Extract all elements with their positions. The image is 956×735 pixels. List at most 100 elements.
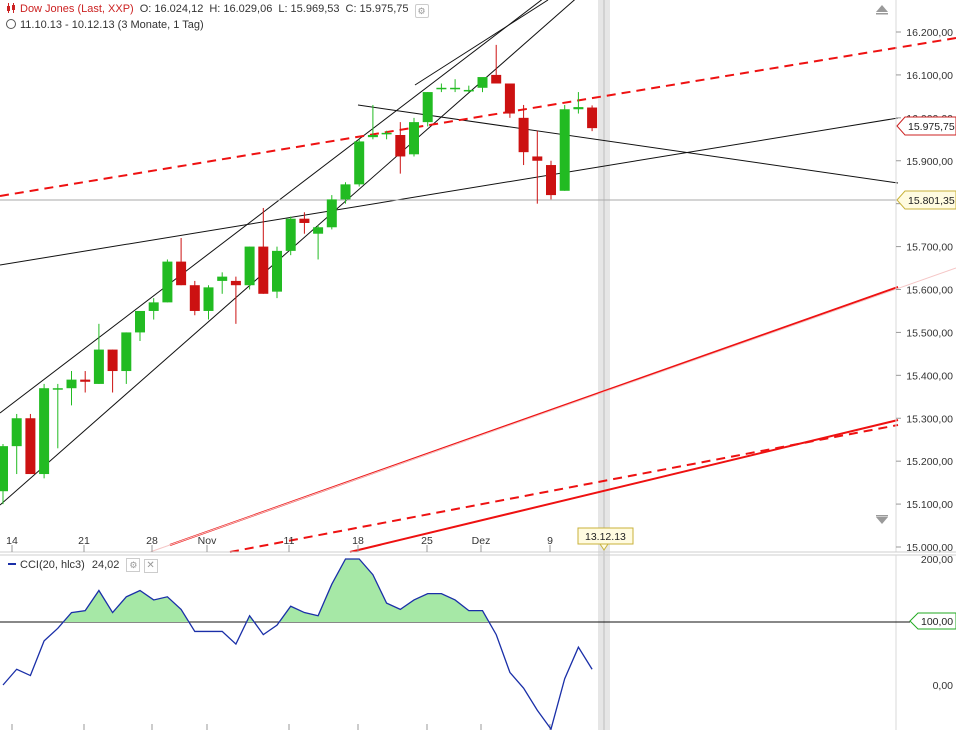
trendline	[0, 117, 899, 266]
clock-icon	[6, 19, 16, 29]
cci-pane: 200,00 0,00	[0, 554, 956, 731]
trendline	[0, 0, 543, 414]
time-tick-label: 28	[146, 535, 158, 547]
time-tick-label: 25	[421, 535, 433, 547]
candle-body	[450, 87, 461, 90]
price-tick-label: 15.600,00	[906, 285, 953, 297]
trendline	[149, 267, 956, 553]
cci-line	[2, 558, 593, 731]
cursor-date-tag: 13.12.13	[577, 527, 634, 551]
candle-body	[107, 349, 118, 372]
candle-body	[436, 87, 447, 90]
trendline	[357, 104, 899, 184]
candle-body	[244, 246, 255, 286]
trendlines	[0, 0, 956, 553]
candle-body	[80, 379, 91, 382]
trendline	[229, 424, 899, 553]
price-tick-label: 15.700,00	[906, 242, 953, 254]
candle-body	[189, 285, 200, 311]
range-row: 11.10.13 - 10.12.13 (3 Monate, 1 Tag)	[6, 19, 210, 31]
time-tick-label: 11	[284, 535, 295, 547]
candle-body	[272, 250, 282, 292]
time-tick-label: Nov	[198, 535, 217, 547]
candle-body	[135, 310, 145, 333]
price-axis: 15.000,00 15.100,00 15.200,00 15.300,00 15.4…	[0, 0, 956, 554]
trendline	[0, 37, 956, 197]
time-tick-label: 14	[6, 535, 18, 547]
cci-label: CCI(20, hlc3)	[20, 559, 85, 571]
candle-body	[422, 92, 433, 123]
price-tick-label: 15.300,00	[906, 413, 953, 425]
last-price-label: 15.975,75	[908, 121, 955, 133]
low-value: L: 15.969,53	[278, 3, 340, 15]
settings-icon[interactable]: ⚙	[414, 4, 429, 18]
candle-body	[313, 227, 324, 234]
candle-body	[587, 107, 598, 129]
candle-body	[395, 135, 406, 157]
candle-body	[203, 287, 214, 311]
candle-body	[285, 218, 296, 251]
hline-price-label: 15.801,35	[908, 195, 955, 207]
price-tick-label: 15.400,00	[906, 370, 953, 382]
candle-body	[0, 446, 8, 492]
candle-body	[176, 261, 187, 286]
candle-body	[532, 156, 543, 161]
candle-body	[573, 107, 584, 110]
candle-body	[367, 135, 378, 138]
candle-body	[409, 122, 419, 155]
candle-body	[39, 388, 50, 475]
candle-body	[340, 184, 351, 200]
candle-body	[162, 261, 173, 303]
candle-body	[463, 89, 474, 92]
cci-legend-icon	[8, 563, 16, 565]
close-value: C: 15.975,75	[345, 3, 409, 15]
price-tick-label: 15.500,00	[906, 327, 953, 339]
chart-header: Dow Jones (Last, XXP) O: 16.024,12 H: 16.0…	[6, 3, 435, 18]
price-tick-label: 15.200,00	[906, 456, 953, 468]
scroll-up-icon[interactable]	[876, 5, 888, 12]
candle-body	[491, 74, 502, 84]
candle-body	[230, 280, 241, 286]
candle-body	[381, 132, 392, 135]
time-tick-label: 9	[547, 535, 553, 547]
instrument-title: Dow Jones (Last, XXP)	[20, 3, 134, 15]
candle-body	[546, 165, 556, 196]
date-range: 11.10.13 - 10.12.13 (3 Monate, 1 Tag)	[20, 19, 204, 31]
candle-body	[217, 276, 228, 281]
cci-level-tag: 100,00	[909, 612, 956, 630]
candle-body	[504, 83, 515, 114]
cci-overbought-fill	[63, 559, 489, 622]
scroll-down-icon[interactable]	[876, 517, 888, 524]
candle-body	[93, 349, 104, 384]
cci-close-icon[interactable]: ✕	[143, 559, 158, 573]
candle-body	[258, 246, 269, 294]
candle-body	[148, 302, 159, 311]
cci-tick-label: 0,00	[933, 680, 954, 692]
candle-body	[354, 141, 365, 185]
cci-tick-label: 200,00	[921, 554, 953, 566]
hline-price-tag: 15.801,35	[896, 190, 956, 210]
candle-body	[11, 418, 22, 447]
candle-body	[326, 199, 337, 228]
candle-body	[477, 77, 488, 88]
time-axis: 14 21 28 Nov 11 18 25 Dez 9	[6, 535, 553, 552]
candle-body	[559, 109, 570, 191]
price-tick-label: 15.000,00	[906, 542, 953, 554]
price-tick-label: 15.100,00	[906, 499, 953, 511]
candle-body	[66, 379, 77, 389]
candle-body	[518, 117, 529, 153]
candle-body	[52, 388, 63, 390]
trendline	[414, 0, 549, 86]
candle-icon	[6, 3, 16, 13]
time-tick-label: 21	[78, 535, 90, 547]
price-tick-label: 16.200,00	[906, 27, 953, 39]
open-value: O: 16.024,12	[139, 3, 204, 15]
candle-body	[299, 218, 310, 223]
cci-settings-icon[interactable]: ⚙	[126, 558, 141, 572]
cursor-date-label: 13.12.13	[585, 531, 626, 543]
price-tick-label: 15.900,00	[906, 156, 953, 168]
candlesticks	[0, 44, 598, 505]
last-price-tag: 15.975,75	[896, 116, 956, 136]
